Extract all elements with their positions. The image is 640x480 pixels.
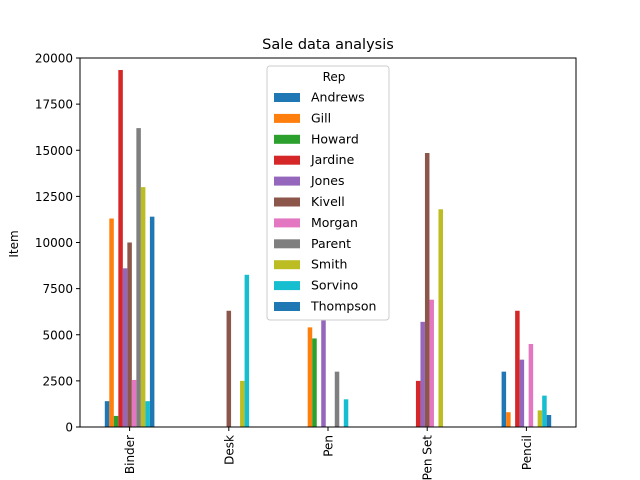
- legend-swatch-smith: [274, 260, 300, 270]
- bar-gill-pencil: [506, 412, 511, 427]
- bar-thompson-pencil: [546, 415, 552, 427]
- legend: Rep Andrews Gill Howard Jardine Jones Kivell Mo…: [266, 65, 390, 321]
- x-tick-label-desk: Desk: [222, 435, 236, 465]
- legend-label-smith: Smith: [311, 257, 347, 272]
- legend-label-thompson: Thompson: [310, 299, 376, 314]
- bar-howard-binder: [113, 415, 119, 427]
- legend-label-parent: Parent: [311, 236, 351, 251]
- bar-sorvino-binder: [145, 401, 150, 427]
- x-tick-label-pen-set: Pen Set: [421, 435, 435, 480]
- bar-jardine-pen-set: [415, 380, 421, 428]
- legend-label-sorvino: Sorvino: [311, 278, 358, 293]
- bar-jardine-binder: [118, 69, 123, 428]
- legend-box: [266, 65, 390, 321]
- legend-swatch-gill: [274, 113, 300, 123]
- y-tick-label: 15000: [35, 144, 73, 158]
- y-tick-label: 17500: [35, 98, 73, 112]
- y-tick-label: 20000: [35, 52, 73, 66]
- bar-jones-pencil: [519, 359, 525, 427]
- bar-smith-pencil: [537, 410, 543, 427]
- legend-label-kivell: Kivell: [311, 194, 345, 209]
- legend-label-andrews: Andrews: [311, 90, 365, 105]
- axes-layer: 0 2500 5000 7500 10000 12500 15000 17500 20000 Bi…: [35, 52, 577, 480]
- legend-swatch-sorvino: [274, 281, 300, 291]
- legend-swatch-jones: [274, 176, 300, 186]
- y-tick-label: 5000: [42, 328, 73, 342]
- legend-label-gill: Gill: [311, 110, 331, 125]
- bar-kivell-binder: [127, 242, 132, 427]
- x-tick-label-pen: Pen: [322, 435, 336, 457]
- y-tick-label: 2500: [42, 374, 73, 388]
- bar-jones-pen: [321, 319, 326, 427]
- bar-jones-pen-set: [420, 321, 425, 427]
- bar-sorvino-desk: [244, 274, 250, 427]
- bars-layer: [104, 69, 552, 428]
- bar-parent-pen: [334, 371, 340, 427]
- bar-morgan-pen-set: [429, 299, 434, 427]
- bar-gill-binder: [109, 218, 114, 427]
- y-tick-label: 12500: [35, 190, 73, 204]
- legend-swatch-thompson: [274, 302, 300, 311]
- legend-swatch-jardine: [274, 155, 300, 165]
- bar-smith-pen-set: [438, 209, 443, 427]
- legend-label-jardine: Jardine: [310, 152, 355, 167]
- bar-kivell-desk: [226, 310, 232, 427]
- legend-label-jones: Jones: [310, 173, 344, 188]
- bar-morgan-binder: [131, 379, 137, 427]
- legend-swatch-parent: [274, 239, 300, 249]
- legend-swatch-howard: [274, 134, 300, 144]
- bar-andrews-pencil: [501, 371, 507, 427]
- legend-title: Rep: [323, 70, 346, 84]
- bar-sorvino-pencil: [542, 395, 547, 427]
- legend-label-howard: Howard: [311, 131, 359, 146]
- bar-jones-binder: [122, 268, 128, 427]
- y-tick-label: 0: [65, 421, 73, 435]
- bar-howard-pen: [312, 338, 317, 427]
- legend-swatch-kivell: [274, 197, 300, 207]
- bar-gill-pen: [307, 327, 313, 427]
- bar-sorvino-pen: [343, 399, 349, 427]
- legend-swatch-andrews: [274, 93, 300, 102]
- y-axis-label: Item: [7, 230, 21, 257]
- x-tick-label-pencil: Pencil: [520, 435, 534, 470]
- y-tick-label: 7500: [42, 282, 73, 296]
- y-tick-label: 10000: [35, 236, 73, 250]
- bar-smith-binder: [140, 187, 146, 427]
- x-tick-label-binder: Binder: [123, 435, 137, 474]
- bar-kivell-pen-set: [424, 153, 430, 427]
- bar-andrews-binder: [104, 401, 110, 427]
- bar-jardine-pencil: [515, 310, 520, 427]
- bar-parent-binder: [136, 128, 141, 428]
- bar-morgan-pencil: [528, 343, 534, 427]
- legend-label-morgan: Morgan: [311, 215, 358, 230]
- bar-thompson-binder: [149, 216, 155, 427]
- legend-swatch-morgan: [274, 218, 300, 228]
- chart-title: Sale data analysis: [262, 37, 394, 53]
- bar-smith-desk: [240, 380, 245, 428]
